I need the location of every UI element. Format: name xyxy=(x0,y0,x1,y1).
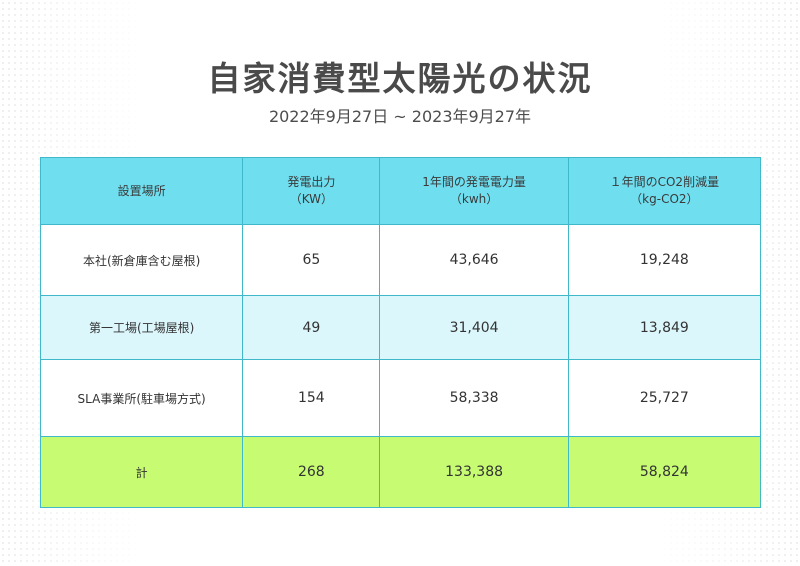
header-location: 設置場所 xyxy=(39,157,244,225)
table-row: 第一工場(工場屋根) 49 31,404 13,849 xyxy=(39,295,762,360)
total-co2: 58,824 xyxy=(567,436,762,508)
total-label: 計 xyxy=(39,436,244,508)
header-capacity-label: 発電出力 xyxy=(287,175,336,189)
cell-co2: 19,248 xyxy=(567,224,762,296)
total-row: 計 268 133,388 58,824 xyxy=(39,436,762,508)
header-co2-label: １年間のCO2削減量 xyxy=(609,175,720,189)
header-generation-label: 1年間の発電電力量 xyxy=(422,175,526,189)
cell-generation: 58,338 xyxy=(379,359,569,437)
cell-co2: 13,849 xyxy=(567,295,762,360)
period-subtitle: 2022年9月27日 ~ 2023年9月27年 xyxy=(268,107,532,126)
header-generation-unit: （kwh） xyxy=(449,192,499,206)
table-header-row: 設置場所 発電出力 （KW） 1年間の発電電力量 （kwh） １年間のCO2削減… xyxy=(39,157,762,225)
page-title: 自家消費型太陽光の状況 xyxy=(207,59,593,98)
table-row: 本社(新倉庫含む屋根) 65 43,646 19,248 xyxy=(39,224,762,296)
cell-location: 本社(新倉庫含む屋根) xyxy=(39,224,244,296)
total-generation: 133,388 xyxy=(379,436,569,508)
header-co2: １年間のCO2削減量 （kg-CO2） xyxy=(567,157,762,225)
total-capacity: 268 xyxy=(242,436,381,508)
cell-location: 第一工場(工場屋根) xyxy=(39,295,244,360)
header-location-label: 設置場所 xyxy=(117,183,166,198)
header-generation: 1年間の発電電力量 （kwh） xyxy=(379,157,569,225)
table-row: SLA事業所(駐車場方式) 154 58,338 25,727 xyxy=(39,359,762,437)
header-capacity: 発電出力 （KW） xyxy=(242,157,381,225)
cell-capacity: 49 xyxy=(242,295,381,360)
cell-capacity: 154 xyxy=(242,359,381,437)
header-capacity-unit: （KW） xyxy=(289,192,334,206)
cell-capacity: 65 xyxy=(242,224,381,296)
cell-generation: 31,404 xyxy=(379,295,569,360)
header-co2-unit: （kg-CO2） xyxy=(630,192,699,206)
solar-status-table: 設置場所 発電出力 （KW） 1年間の発電電力量 （kwh） １年間のCO2削減… xyxy=(39,157,762,508)
cell-co2: 25,727 xyxy=(567,359,762,437)
cell-generation: 43,646 xyxy=(379,224,569,296)
cell-location: SLA事業所(駐車場方式) xyxy=(39,359,244,437)
